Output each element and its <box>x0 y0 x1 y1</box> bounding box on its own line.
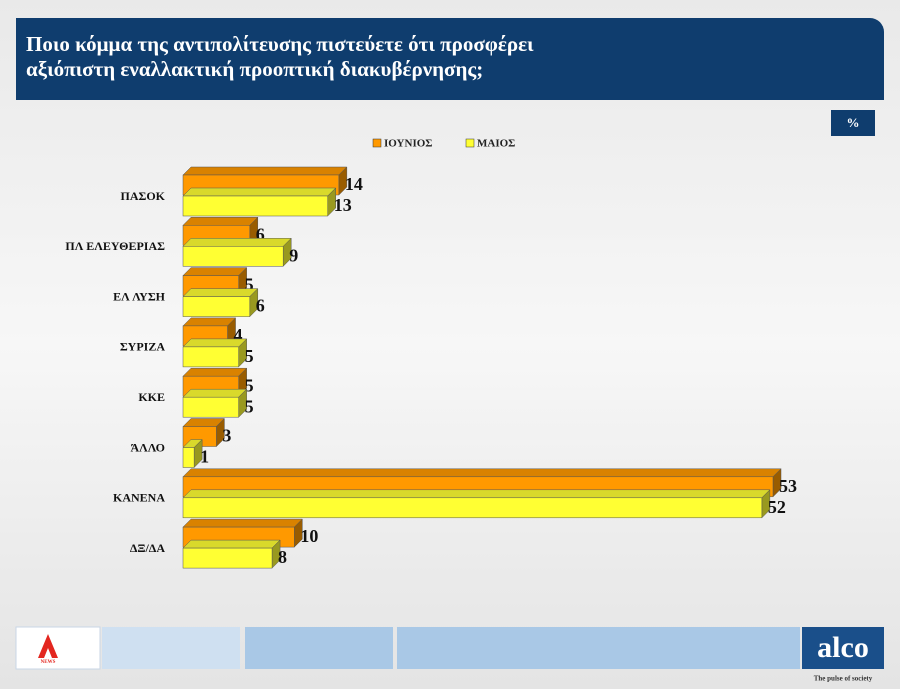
value-label: 53 <box>779 476 797 496</box>
value-label: 5 <box>245 375 254 395</box>
bar-top <box>182 217 259 226</box>
bar-top <box>182 338 248 348</box>
bar-top <box>182 518 303 528</box>
bar <box>182 187 337 217</box>
bar-top <box>182 367 248 377</box>
unit-label: % <box>847 115 860 130</box>
bar-top <box>182 468 782 478</box>
value-label: 5 <box>245 275 254 295</box>
bar-front <box>182 547 273 569</box>
value-label: 14 <box>345 174 363 194</box>
bar <box>182 287 259 318</box>
chart-title: Ποιο κόμμα της αντιπολίτευσης πιστεύετε … <box>26 32 534 81</box>
footer-panel <box>245 627 393 669</box>
value-label: 3 <box>222 426 231 446</box>
unit-badge <box>831 110 875 136</box>
bar <box>182 237 292 267</box>
bar-front <box>182 447 195 468</box>
bar-top <box>182 187 337 197</box>
category-label: ΣΥΡΙΖΑ <box>120 340 166 354</box>
bar-front <box>182 195 328 217</box>
footer-panel <box>102 627 240 669</box>
bar-top <box>182 388 248 398</box>
news-logo-box <box>15 626 101 670</box>
category-label: ΆΛΛΟ <box>130 440 165 454</box>
legend-swatch <box>465 138 475 148</box>
legend-label: ΙΟΥΝΙΟΣ <box>384 138 432 150</box>
footer: NEWS alco The pulse of society <box>15 626 884 683</box>
bar-front <box>182 497 763 519</box>
value-label: 10 <box>300 526 318 546</box>
category-label: ΕΛ ΛΥΣΗ <box>113 289 166 303</box>
category-label: ΔΞ/ΔΑ <box>130 541 166 555</box>
bar <box>182 489 771 519</box>
bar-top <box>182 317 237 327</box>
bar-front <box>182 396 239 418</box>
legend-label: ΜΑΙΟΣ <box>477 138 515 150</box>
alco-logo-box <box>802 627 884 669</box>
value-label: 5 <box>245 396 254 416</box>
bar-top <box>182 166 348 176</box>
bar-front <box>182 346 239 368</box>
bar-front <box>182 246 284 267</box>
footer-panel <box>397 627 800 669</box>
value-label: 8 <box>278 547 287 567</box>
news-badge: NEWS <box>41 660 56 665</box>
bar <box>182 539 281 569</box>
value-label: 5 <box>245 346 254 366</box>
news-logo-icon <box>38 634 58 658</box>
title-banner: Ποιο κόμμα της αντιπολίτευσης πιστεύετε … <box>16 18 884 100</box>
bar <box>182 438 203 469</box>
tagline: The pulse of society <box>814 675 873 683</box>
bar-top <box>182 288 259 297</box>
bar-top <box>182 539 281 549</box>
value-label: 9 <box>289 245 298 265</box>
bar-top <box>182 267 248 276</box>
logo: alco <box>817 631 869 664</box>
value-label: 13 <box>334 195 352 215</box>
category-label: ΚΑΝΕΝΑ <box>113 491 165 505</box>
value-label: 6 <box>256 224 265 244</box>
value-label: 1 <box>200 447 209 467</box>
bar-top <box>182 238 292 247</box>
legend-swatch <box>372 138 382 148</box>
bar-top <box>182 489 771 499</box>
category-label: ΠΑΣΟΚ <box>120 189 165 203</box>
value-label: 4 <box>234 325 243 345</box>
bar-front <box>182 296 251 317</box>
bar <box>182 338 248 368</box>
value-label: 52 <box>768 497 786 517</box>
category-label: ΠΛ ΕΛΕΥΘΕΡΙΑΣ <box>65 239 165 253</box>
value-label: 6 <box>256 296 265 316</box>
category-label: ΚΚΕ <box>138 390 165 404</box>
bar <box>182 388 248 418</box>
